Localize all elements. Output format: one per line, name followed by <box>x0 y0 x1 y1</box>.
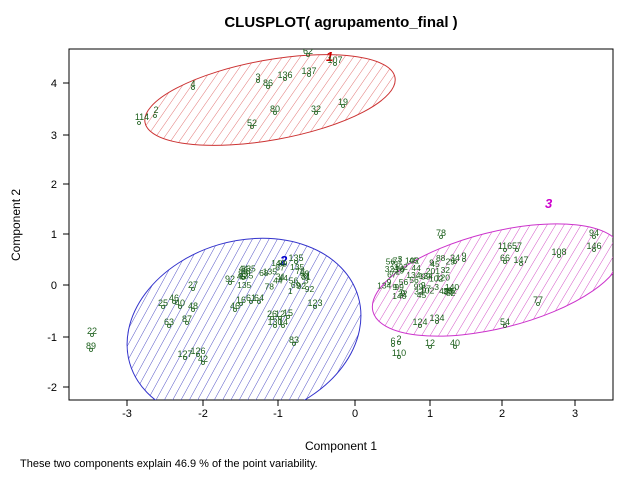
svg-text:9: 9 <box>429 257 434 267</box>
svg-text:64: 64 <box>254 293 264 303</box>
svg-text:134: 134 <box>429 313 444 323</box>
svg-text:78: 78 <box>436 228 446 238</box>
svg-text:56: 56 <box>289 276 299 286</box>
svg-text:66: 66 <box>500 253 510 263</box>
svg-text:89: 89 <box>86 341 96 351</box>
svg-text:27: 27 <box>188 280 198 290</box>
svg-text:124: 124 <box>412 317 427 327</box>
svg-text:9: 9 <box>392 282 397 292</box>
svg-text:42: 42 <box>198 354 208 364</box>
svg-text:110: 110 <box>392 348 406 358</box>
svg-text:6: 6 <box>390 336 395 346</box>
svg-text:56: 56 <box>399 277 409 287</box>
svg-text:-1: -1 <box>273 408 283 420</box>
svg-text:40: 40 <box>450 338 460 348</box>
svg-text:46: 46 <box>230 301 240 311</box>
svg-text:2: 2 <box>153 105 158 115</box>
svg-text:-1: -1 <box>47 332 57 344</box>
svg-text:22: 22 <box>87 326 97 336</box>
svg-text:52: 52 <box>247 118 257 128</box>
svg-text:1: 1 <box>51 229 57 241</box>
svg-text:12: 12 <box>425 338 435 348</box>
svg-text:-3: -3 <box>122 408 132 420</box>
svg-text:19: 19 <box>338 97 348 107</box>
svg-text:Component 2: Component 2 <box>9 189 23 261</box>
svg-text:123: 123 <box>307 298 322 308</box>
svg-text:87: 87 <box>182 314 192 324</box>
svg-text:63: 63 <box>164 317 174 327</box>
svg-text:140: 140 <box>392 291 406 301</box>
svg-text:107: 107 <box>327 55 342 65</box>
svg-text:2: 2 <box>51 179 57 191</box>
svg-text:99: 99 <box>421 272 431 282</box>
svg-text:136: 136 <box>277 70 292 80</box>
svg-text:108: 108 <box>551 247 566 257</box>
svg-text:77: 77 <box>533 295 543 305</box>
svg-text:68: 68 <box>259 268 269 278</box>
svg-text:40: 40 <box>175 298 185 308</box>
svg-text:3: 3 <box>434 282 439 292</box>
svg-text:48: 48 <box>188 301 198 311</box>
svg-text:2: 2 <box>396 334 401 344</box>
svg-text:137: 137 <box>301 66 316 76</box>
svg-text:83: 83 <box>289 335 299 345</box>
svg-text:32: 32 <box>311 104 321 114</box>
svg-text:CLUSPLOT( agrupamento_final ): CLUSPLOT( agrupamento_final ) <box>224 14 457 31</box>
svg-text:3: 3 <box>255 72 260 82</box>
svg-text:57: 57 <box>512 241 522 251</box>
svg-text:23: 23 <box>444 286 454 296</box>
svg-text:31: 31 <box>301 272 311 282</box>
svg-text:120: 120 <box>436 272 450 282</box>
svg-text:147: 147 <box>513 255 528 265</box>
svg-text:These two components explain 4: These two components explain 46.9 % of t… <box>20 458 318 470</box>
svg-text:0: 0 <box>352 408 358 420</box>
svg-text:4: 4 <box>51 78 57 90</box>
svg-text:31: 31 <box>276 272 286 282</box>
svg-text:9: 9 <box>461 251 466 261</box>
svg-text:3: 3 <box>572 408 578 420</box>
svg-text:80: 80 <box>270 104 280 114</box>
svg-text:99: 99 <box>414 282 424 292</box>
svg-text:45: 45 <box>237 272 247 282</box>
svg-text:4: 4 <box>190 79 195 89</box>
svg-text:3: 3 <box>545 196 553 211</box>
svg-text:54: 54 <box>500 317 510 327</box>
svg-text:45: 45 <box>409 255 419 265</box>
svg-text:114: 114 <box>135 112 149 122</box>
svg-text:1: 1 <box>427 408 433 420</box>
svg-text:86: 86 <box>263 78 273 88</box>
svg-text:78: 78 <box>265 282 275 292</box>
svg-text:-2: -2 <box>47 382 57 394</box>
svg-text:25: 25 <box>158 298 168 308</box>
svg-text:3: 3 <box>51 130 57 142</box>
svg-text:116: 116 <box>498 241 512 251</box>
svg-text:146: 146 <box>586 241 601 251</box>
svg-text:14: 14 <box>278 317 288 327</box>
svg-text:-2: -2 <box>198 408 208 420</box>
svg-text:0: 0 <box>51 280 57 292</box>
svg-text:2: 2 <box>499 408 505 420</box>
svg-text:89: 89 <box>278 259 288 269</box>
svg-text:92: 92 <box>305 284 315 294</box>
svg-text:92: 92 <box>225 274 235 284</box>
svg-text:1: 1 <box>288 286 293 296</box>
svg-text:Component 1: Component 1 <box>305 439 377 453</box>
svg-text:29: 29 <box>446 256 456 266</box>
svg-text:102: 102 <box>394 262 408 272</box>
svg-text:94: 94 <box>589 228 599 238</box>
svg-text:134: 134 <box>377 280 391 290</box>
